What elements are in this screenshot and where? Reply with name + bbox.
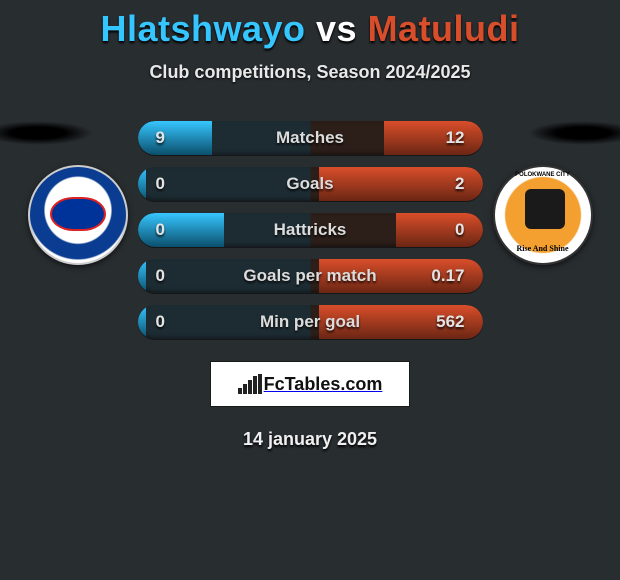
left-club-column: SuperSport (18, 121, 138, 265)
date-label: 14 january 2025 (0, 429, 620, 450)
brand-link[interactable]: FcTables.com (210, 361, 410, 407)
stat-value-left: 9 (138, 128, 198, 148)
player-right-name: Matuludi (368, 8, 520, 49)
stat-value-left: 0 (138, 266, 198, 286)
club-badge-left-text: SuperSport (30, 203, 126, 213)
right-club-column: POLOKWANE CITY Rise And Shine (483, 121, 603, 265)
comparison-widget: Hlatshwayo vs Matuludi Club competitions… (0, 0, 620, 450)
stat-value-right: 0.17 (423, 266, 483, 286)
club-badge-right-top: POLOKWANE CITY (495, 172, 591, 178)
bar-chart-icon (238, 374, 262, 394)
player-left-name: Hlatshwayo (100, 8, 305, 49)
stat-label: Hattricks (198, 220, 423, 240)
stat-value-right: 2 (423, 174, 483, 194)
stat-row: 9Matches12 (138, 121, 483, 155)
club-badge-left[interactable]: SuperSport (28, 165, 128, 265)
stat-value-left: 0 (138, 174, 198, 194)
stat-value-left: 0 (138, 220, 198, 240)
club-badge-right[interactable]: POLOKWANE CITY Rise And Shine (493, 165, 593, 265)
stat-row: 0Min per goal562 (138, 305, 483, 339)
stat-label: Min per goal (198, 312, 423, 332)
stats-list: 9Matches120Goals20Hattricks00Goals per m… (138, 121, 483, 339)
stat-label: Goals per match (198, 266, 423, 286)
stat-value-right: 0 (423, 220, 483, 240)
stat-label: Matches (198, 128, 423, 148)
subtitle: Club competitions, Season 2024/2025 (0, 62, 620, 83)
shadow-ellipse (0, 121, 93, 145)
vs-separator: vs (306, 8, 368, 49)
stat-row: 0Goals per match0.17 (138, 259, 483, 293)
stat-row: 0Hattricks0 (138, 213, 483, 247)
stat-label: Goals (198, 174, 423, 194)
stat-value-left: 0 (138, 312, 198, 332)
main-row: SuperSport 9Matches120Goals20Hattricks00… (0, 121, 620, 339)
stat-value-right: 562 (423, 312, 483, 332)
club-badge-right-bottom: Rise And Shine (505, 244, 581, 253)
page-title: Hlatshwayo vs Matuludi (0, 8, 620, 50)
stat-row: 0Goals2 (138, 167, 483, 201)
stat-value-right: 12 (423, 128, 483, 148)
shadow-ellipse (528, 121, 620, 145)
brand-text: FcTables.com (264, 374, 383, 395)
